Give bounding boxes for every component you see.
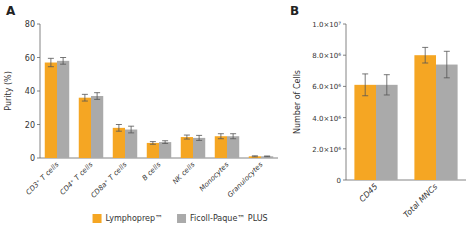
bar: [376, 85, 398, 180]
legend-label: Lymphoprep™: [106, 214, 163, 223]
bar: [159, 142, 171, 158]
error-bar: [196, 135, 202, 140]
y-tick-label: 6.0×10⁶: [312, 83, 341, 91]
y-tick-label: 0: [337, 177, 341, 185]
bar: [147, 143, 159, 158]
bar: [125, 130, 137, 158]
error-bar: [422, 47, 428, 63]
error-bar: [362, 74, 368, 96]
y-tick: [343, 180, 346, 181]
x-tick-label: CD3⁺ T cells: [24, 161, 60, 197]
bar: [57, 61, 69, 158]
panel-title: A: [6, 4, 16, 18]
error-bar: [264, 155, 270, 157]
y-axis-label: Purity (%): [4, 71, 13, 111]
bar: [113, 128, 125, 158]
y-tick: [37, 24, 40, 25]
bar: [436, 65, 458, 180]
error-bar: [162, 141, 168, 144]
error-bar: [444, 51, 450, 78]
error-bar: [128, 126, 134, 133]
plot-area: [45, 58, 273, 159]
x-tick-label: Total MNCs: [402, 182, 440, 220]
y-tick-label: 2.0×10⁶: [312, 146, 341, 154]
bar: [354, 85, 376, 180]
legend-swatch: [177, 214, 186, 223]
x-tick-label: CD4⁺ T cells: [58, 161, 94, 197]
error-bar: [82, 94, 88, 101]
bar: [193, 138, 205, 158]
bar: [227, 136, 239, 158]
y-tick-label: 80: [25, 20, 35, 29]
error-bar: [150, 142, 156, 145]
error-bar: [218, 134, 224, 139]
bar: [414, 55, 436, 180]
error-bar: [384, 75, 390, 95]
chart-canvas: A Purity (%) 0 20 40 60 80 CD3⁺ T cellsCD4⁺ T c…: [0, 0, 474, 231]
y-axis: [40, 24, 41, 158]
y-tick-label: 60: [25, 54, 35, 63]
x-tick-label: Granulocytes: [226, 161, 265, 200]
bar: [215, 136, 227, 158]
bar: [249, 156, 261, 158]
y-tick-label: 1.0×10⁷: [312, 21, 341, 29]
panel: A Purity (%) 0 20 40 60 80 CD3⁺ T cellsCD4⁺ T c…: [4, 4, 278, 200]
y-tick: [343, 86, 346, 87]
bar: [79, 98, 91, 158]
x-tick-label: B cells: [141, 161, 163, 183]
y-tick: [343, 117, 346, 118]
error-bar: [184, 135, 190, 139]
y-tick-label: 20: [25, 121, 35, 130]
error-bar: [48, 58, 54, 66]
plot-area: [354, 47, 457, 180]
error-bar: [252, 156, 258, 157]
panel: B Number of Cells 0 2.0×10⁶ 4.0×10⁶ 6.0×10⁶ 8.…: [290, 4, 466, 220]
y-tick: [37, 57, 40, 58]
bar: [181, 137, 193, 158]
y-tick-label: 0: [30, 154, 35, 163]
y-tick: [343, 24, 346, 25]
y-axis-label: Number of Cells: [293, 70, 302, 134]
y-tick: [37, 91, 40, 92]
x-tick-label: CD8a⁺ T cells: [89, 161, 128, 200]
legend-label: Ficoll-Paque™ PLUS: [190, 214, 268, 223]
x-tick-label: NK cells: [171, 161, 197, 187]
bar: [261, 156, 273, 158]
error-bar: [116, 125, 122, 132]
y-tick: [343, 55, 346, 56]
x-tick-label: Monocytes: [198, 161, 231, 194]
bar: [91, 96, 103, 158]
y-tick: [343, 148, 346, 149]
y-tick: [37, 124, 40, 125]
error-bar: [230, 134, 236, 139]
error-bar: [94, 93, 100, 100]
y-tick-label: 4.0×10⁶: [312, 115, 341, 123]
y-tick: [37, 158, 40, 159]
bar: [45, 63, 57, 158]
y-axis: [346, 24, 347, 180]
panel-title: B: [290, 4, 299, 18]
y-tick-label: 8.0×10⁶: [312, 52, 341, 60]
error-bar: [60, 58, 66, 65]
legend: Lymphoprep™ Ficoll-Paque™ PLUS: [93, 214, 268, 223]
y-tick-label: 40: [25, 87, 35, 96]
legend-swatch: [93, 214, 102, 223]
x-tick-label: CD45: [358, 182, 380, 204]
